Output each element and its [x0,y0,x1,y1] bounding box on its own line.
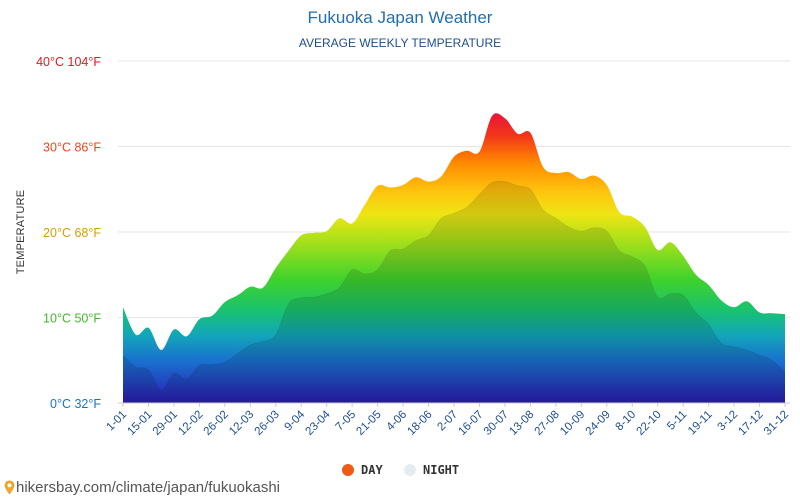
chart-subtitle: AVERAGE WEEKLY TEMPERATURE [299,36,501,50]
x-tick-label: 13-08 [507,409,536,438]
x-tick-label: 17-12 [736,409,765,438]
legend-item-day[interactable]: DAY [342,463,383,477]
x-tick-label: 26-03 [253,409,282,438]
y-tick-label: 0°C 32°F [50,397,101,411]
y-axis-ticks: 0°C 32°F 10°C 50°F 20°C 68°F 30°C 86°F 40°C … [36,55,101,411]
legend-day-label: DAY [361,463,383,477]
chart-title: Fukuoka Japan Weather [308,8,493,27]
night-series-area [123,180,785,403]
x-tick-label: 22-10 [635,409,664,438]
y-tick-label: 10°C 50°F [43,312,101,326]
x-tick-label: 18-06 [405,409,434,438]
x-tick-label: 30-07 [482,409,511,438]
x-tick-label: 26-02 [202,409,231,438]
y-tick-label: 30°C 86°F [43,141,101,155]
legend-item-night[interactable]: NIGHT [404,463,459,477]
legend-night-label: NIGHT [423,463,459,477]
night-series-shade [123,180,785,403]
y-axis-label: TEMPERATURE [15,190,27,275]
x-tick-label: 10-09 [558,409,587,438]
x-tick-label: 31-12 [762,409,791,438]
x-tick-label: 29-01 [151,409,180,438]
x-tick-label: 15-01 [125,409,154,438]
x-tick-label: 12-02 [176,409,205,438]
x-tick-label: 12-03 [227,409,256,438]
x-tick-label: 24-09 [584,409,613,438]
legend: DAY NIGHT [342,463,459,477]
legend-day-marker [342,464,354,476]
weather-chart: Fukuoka Japan Weather AVERAGE WEEKLY TEM… [15,8,791,477]
footer-text: hikersbay.com/climate/japan/fukuokashi [16,479,281,496]
legend-night-marker [404,464,416,476]
x-tick-label: 23-04 [304,408,334,438]
x-tick-label: 21-05 [354,409,383,438]
x-tick-label: 19-11 [686,409,715,438]
x-tick-label: 27-08 [533,409,562,438]
y-tick-label: 40°C 104°F [36,55,101,69]
location-pin-icon [4,480,15,495]
plot-areas [118,113,790,404]
footer-link[interactable]: hikersbay.com/climate/japan/fukuokashi [4,479,280,496]
night-series-line [122,180,786,391]
x-tick-label: 16-07 [456,409,485,438]
y-tick-label: 20°C 68°F [43,226,101,240]
